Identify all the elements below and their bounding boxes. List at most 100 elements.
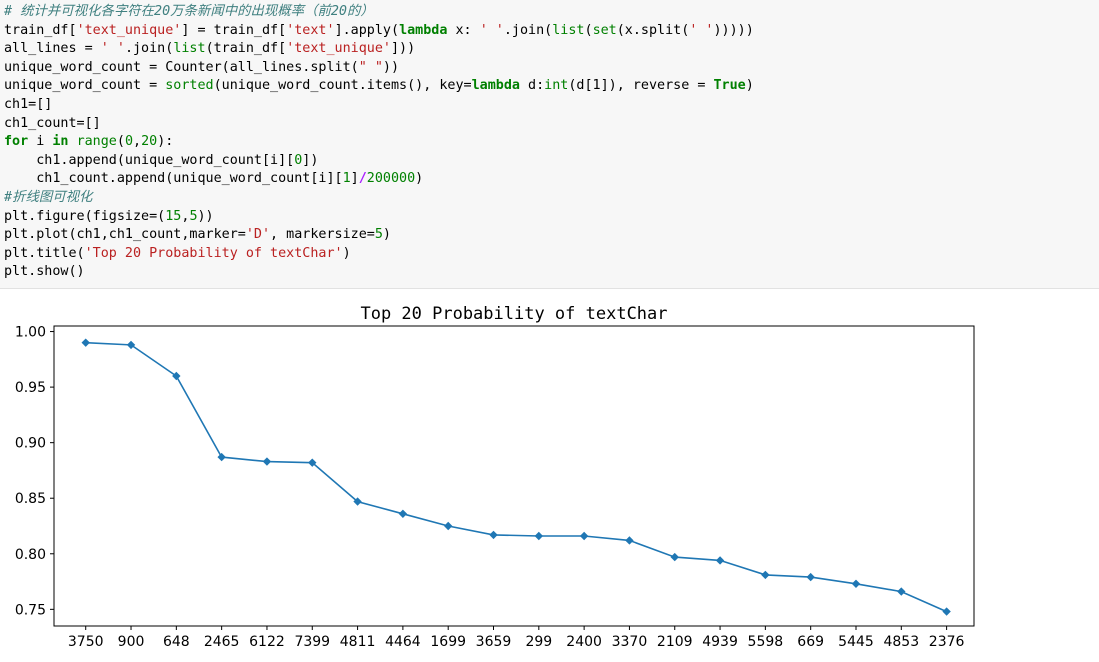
data-point-marker <box>715 556 725 565</box>
code-token: d: <box>519 78 545 94</box>
code-line: unique_word_count = Counter(all_lines.sp… <box>4 59 1099 78</box>
series-line <box>85 341 947 613</box>
code-token: (d[1]), reverse = <box>568 78 714 94</box>
data-point-marker <box>443 521 453 531</box>
code-token: (train_df[ <box>205 41 287 57</box>
data-point-marker <box>489 530 498 540</box>
code-token: in <box>52 134 69 150</box>
x-tick-label: 3370 <box>612 634 648 650</box>
code-token: 'text_unique' <box>286 41 391 57</box>
data-point-marker <box>217 452 226 462</box>
line-chart: Top 20 Probability of textChar 0.750.800… <box>15 304 975 650</box>
code-cell-input[interactable]: # 统计并可视化各字符在20万条新闻中的出现概率（前20的） train_df['… <box>0 0 1099 289</box>
x-tick-label: 4464 <box>385 634 421 650</box>
code-line: all_lines = ' '.join(list(train_df['text… <box>4 40 1099 59</box>
code-token: 0 <box>124 134 133 150</box>
code-token: ))))) <box>713 22 754 38</box>
code-token: )) <box>197 208 214 224</box>
code-token: ch1_count.append(unique_word_count[i][ <box>4 171 343 187</box>
code-token: .join( <box>124 41 174 57</box>
code-token: ' ' <box>479 22 504 38</box>
code-token: ( <box>116 134 125 150</box>
code-line: ch1_count.append(unique_word_count[i][1]… <box>4 170 1099 189</box>
code-token: range <box>76 134 117 150</box>
data-point-marker <box>579 531 589 541</box>
data-point-marker <box>353 497 362 506</box>
y-tick-label: 0.85 <box>15 491 46 507</box>
code-token: (x.split( <box>616 22 690 38</box>
data-point-marker <box>534 531 544 541</box>
series-markers <box>81 338 951 616</box>
code-token: ' ' <box>100 41 125 57</box>
code-token: ch1=[] <box>4 96 53 112</box>
code-token: (unique_word_count.items(), key= <box>213 78 472 94</box>
code-token: ) <box>415 171 424 187</box>
x-axis: 3750 900 648 2465 6122 7399 4811 4464 1699 3659 29… <box>68 626 965 650</box>
code-token: plt.title( <box>4 245 85 261</box>
code-line: train_df['text_unique'] = train_df['text… <box>4 22 1099 41</box>
code-token: int <box>544 78 569 94</box>
code-line: plt.plot(ch1,ch1_count,marker='D', marke… <box>4 226 1099 245</box>
x-tick-label: 299 <box>525 634 552 650</box>
code-token: ch1_count=[] <box>4 115 101 131</box>
data-point-marker <box>172 371 181 381</box>
data-point-marker <box>398 509 408 518</box>
code-token: list <box>552 22 585 38</box>
code-token: , markersize= <box>270 227 375 243</box>
code-line: for i in range(0,20): <box>4 133 1099 152</box>
code-line: ch1=[] <box>4 96 1099 115</box>
code-token: ch1.append(unique_word_count[i][ <box>4 152 295 168</box>
x-tick-label: 2109 <box>657 634 693 650</box>
x-tick-label: 5598 <box>748 634 784 650</box>
code-token: ' ' <box>689 22 714 38</box>
data-point-marker <box>262 457 272 466</box>
code-token: plt.show() <box>4 264 85 280</box>
code-token: all_lines = <box>4 41 101 57</box>
code-token: ]) <box>302 152 319 168</box>
code-token: train_df[ <box>4 22 77 38</box>
code-line: plt.show() <box>4 263 1099 282</box>
x-tick-label: 669 <box>797 634 824 650</box>
code-line: plt.title('Top 20 Probability of textCha… <box>4 245 1099 264</box>
code-token: #折线图可视化 <box>4 189 93 205</box>
code-token: 'text_unique' <box>76 22 182 38</box>
code-token: ] <box>350 171 359 187</box>
code-token: unique_word_count = <box>4 78 166 94</box>
data-point-marker <box>625 536 634 545</box>
code-line: ch1.append(unique_word_count[i][0]) <box>4 152 1099 171</box>
code-token: ] = train_df[ <box>181 22 287 38</box>
code-token: 'text' <box>286 22 335 38</box>
code-token: set <box>592 22 617 38</box>
x-tick-label: 4811 <box>340 634 376 650</box>
code-token: True <box>713 78 746 94</box>
y-tick-label: 0.90 <box>15 436 46 452</box>
x-tick-label: 4939 <box>702 634 738 650</box>
data-point-marker <box>81 338 90 347</box>
data-point-marker <box>126 340 136 350</box>
code-token: 20 <box>141 134 158 150</box>
code-line: # 统计并可视化各字符在20万条新闻中的出现概率（前20的） <box>4 3 1099 22</box>
code-editor[interactable]: # 统计并可视化各字符在20万条新闻中的出现概率（前20的） train_df['… <box>0 0 1099 282</box>
y-tick-label: 0.95 <box>15 380 46 396</box>
code-line: ch1_count=[] <box>4 115 1099 134</box>
code-token: ])) <box>391 41 416 57</box>
y-axis: 0.75 0.80 0.85 0.90 0.95 1.00 <box>15 325 54 618</box>
code-token: .join( <box>503 22 553 38</box>
code-token: i <box>28 134 53 150</box>
code-token: # 统计并可视化各字符在20万条新闻中的出现概率（前20的） <box>4 4 374 19</box>
code-token: 'Top 20 Probability of textChar' <box>84 245 343 261</box>
x-tick-label: 2400 <box>566 634 602 650</box>
code-token: 5 <box>189 208 198 224</box>
x-tick-label: 7399 <box>294 634 330 650</box>
code-token: ( <box>584 22 593 38</box>
x-tick-label: 900 <box>118 634 145 650</box>
x-tick-label: 1699 <box>430 634 466 650</box>
code-token: , <box>133 134 142 150</box>
code-token: 5 <box>374 227 383 243</box>
code-token: lambda <box>399 22 448 38</box>
code-token: / <box>358 171 367 187</box>
x-tick-label: 5445 <box>838 634 874 650</box>
data-point-marker <box>308 458 317 467</box>
code-token <box>69 134 77 149</box>
code-token: sorted <box>165 78 214 94</box>
